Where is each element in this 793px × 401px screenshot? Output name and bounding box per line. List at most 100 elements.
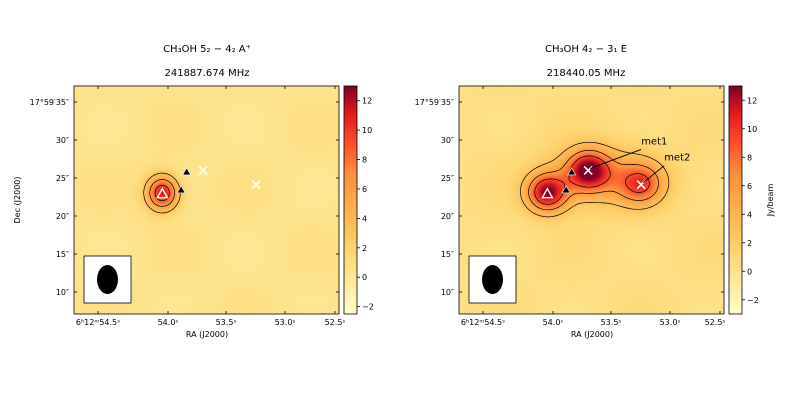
colorbar-label: Jy/beam: [766, 184, 775, 218]
colorbar-tick-label: 0: [747, 267, 752, 276]
x-tick: 53.5ˢ: [216, 86, 237, 327]
y-tick-label: 20″: [441, 212, 454, 221]
y-tick: 25″: [441, 174, 724, 183]
contour-line: [534, 155, 650, 205]
annotation-leader-line: [590, 149, 642, 169]
y-tick-label: 17°59′35″: [415, 98, 454, 107]
x-axis-label: RA (J2000): [186, 330, 228, 339]
chart-title-line2: 241887.674 MHz: [164, 68, 249, 79]
triangle-filled-marker: [561, 185, 571, 194]
marker-group: [156, 165, 261, 199]
chart-panel-2: CH₃OH 4₂ − 3₁ E 218440.05 MHz met1 met2 6…: [415, 44, 775, 339]
y-tick: 25″: [56, 174, 339, 183]
plot-area: met1 met2: [458, 85, 725, 315]
chart-title-line1: CH₃OH 5₂ − 4₂ A⁺: [163, 44, 251, 55]
triangle-filled-marker: [182, 167, 192, 176]
contour-line: [528, 149, 659, 211]
colorbar-gradient: [728, 85, 743, 315]
contour-group: [520, 141, 670, 218]
plot-frame: [458, 85, 725, 315]
triangle-filled-marker: [567, 167, 577, 176]
y-axis: 17°59′35″ 30″ 25″ 20″ 15″: [415, 98, 724, 297]
y-tick: 15″: [441, 250, 724, 259]
x-tick: 52.5ˢ: [325, 86, 346, 327]
colorbar-tick-label: 4: [747, 210, 752, 219]
cross-marker: [198, 165, 208, 176]
y-tick-label: 10″: [56, 288, 69, 297]
colorbar-tick-label: 4: [362, 214, 367, 223]
triangle-filled-marker: [176, 185, 186, 194]
x-tick-label: 54.0ˢ: [158, 318, 179, 327]
beam-ellipse: [482, 265, 503, 294]
beam-ellipse: [97, 265, 118, 294]
colorbar-ticks: 12 10 8 6 4 2 0 −2: [357, 97, 374, 312]
chart-panel-1: CH₃OH 5₂ − 4₂ A⁺ 241887.674 MHz 6ʰ12ᵐ54.…: [13, 44, 374, 339]
contour-line: [149, 179, 175, 207]
y-tick: 17°59′35″: [30, 98, 339, 107]
annotation-leader-line: [642, 165, 665, 184]
y-tick: 30″: [56, 136, 339, 145]
x-tick-label: 6ʰ12ᵐ54.5ˢ: [76, 318, 120, 327]
beam-box: [83, 255, 132, 304]
colorbar-tick-label: 10: [747, 125, 757, 134]
annotation-label: met2: [664, 153, 690, 164]
x-tick: 53.0ˢ: [660, 86, 680, 327]
triangle-open-marker: [541, 187, 554, 199]
x-tick: 6ʰ12ᵐ54.5ˢ: [461, 86, 505, 327]
x-tick: 53.5ˢ: [601, 86, 622, 327]
y-tick: 20″: [56, 212, 339, 221]
x-axis: 6ʰ12ᵐ54.5ˢ 54.0ˢ 53.5ˢ 53.0ˢ 52.5ˢ: [461, 86, 726, 339]
colorbar-tick-label: 0: [362, 273, 367, 282]
y-tick-label: 25″: [441, 174, 454, 183]
x-tick: 54.0ˢ: [158, 86, 179, 327]
x-tick-label: 53.5ˢ: [216, 318, 237, 327]
y-tick-label: 15″: [441, 250, 454, 259]
colorbar-gradient: [343, 85, 358, 315]
y-tick-label: 20″: [56, 212, 69, 221]
x-tick-label: 52.5ˢ: [325, 318, 346, 327]
x-tick: 53.0ˢ: [275, 86, 296, 327]
x-tick-label: 6ʰ12ᵐ54.5ˢ: [461, 318, 505, 327]
x-tick-label: 53.5ˢ: [601, 318, 622, 327]
y-tick-label: 10″: [441, 288, 454, 297]
y-tick: 17°59′35″: [415, 98, 724, 107]
y-tick-label: 30″: [441, 136, 454, 145]
marker-group: met1 met2: [541, 136, 690, 199]
colorbar-tick-label: 6: [747, 182, 752, 191]
colorbar-tick-label: 12: [747, 96, 757, 105]
x-axis-label: RA (J2000): [571, 330, 613, 339]
y-tick-label: 17°59′35″: [30, 98, 69, 107]
annotation-label: met1: [641, 136, 667, 147]
colorbar-tick-label: 8: [747, 153, 752, 162]
x-tick: 6ʰ12ᵐ54.5ˢ: [76, 86, 120, 327]
y-tick-label: 30″: [56, 136, 69, 145]
y-tick-label: 25″: [56, 174, 69, 183]
contour-line: [520, 141, 670, 218]
y-axis-label: Dec (J2000): [13, 177, 22, 224]
plot-frame: [73, 85, 340, 315]
colorbar-tick-label: 8: [362, 156, 367, 165]
x-tick-label: 53.0ˢ: [275, 318, 296, 327]
colorbar: 12 10 8 6 4 2 0 −2 Jy/beam: [728, 85, 775, 315]
colorbar-ticks: 12 10 8 6 4 2 0 −2: [742, 96, 759, 305]
x-axis: 6ʰ12ᵐ54.5ˢ 54.0ˢ 53.5ˢ 53.0ˢ 52.5ˢ: [76, 86, 346, 339]
y-tick: 15″: [56, 250, 339, 259]
y-tick: 30″: [441, 136, 724, 145]
colorbar-tick-label: 10: [362, 126, 372, 135]
triangle-open-marker: [156, 187, 169, 199]
y-tick: 10″: [56, 288, 339, 297]
colorbar-tick-label: −2: [747, 296, 759, 305]
x-tick: 54.0ˢ: [543, 86, 564, 327]
chart-title-line1: CH₃OH 4₂ − 3₁ E: [545, 44, 627, 55]
x-tick-label: 52.5ˢ: [705, 318, 726, 327]
beam-box: [468, 255, 517, 304]
colorbar-tick-label: 6: [362, 185, 367, 194]
chart-title-line2: 218440.05 MHz: [547, 68, 626, 79]
cross-marker: [251, 180, 261, 190]
x-tick-label: 54.0ˢ: [543, 318, 564, 327]
y-tick: 20″: [441, 212, 724, 221]
y-axis: 17°59′35″ 30″ 25″ 20″ 15″: [13, 98, 339, 297]
y-tick: 10″: [441, 288, 724, 297]
y-tick-label: 15″: [56, 250, 69, 259]
